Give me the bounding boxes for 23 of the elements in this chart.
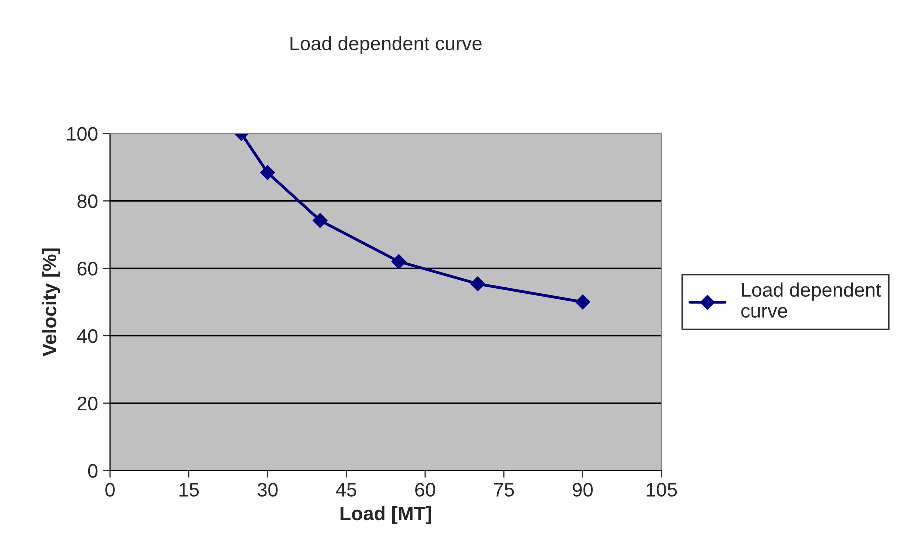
point [470,276,486,292]
x-tick-label: 105 [646,483,678,497]
point [312,213,328,228]
x-tick-label: 15 [180,483,200,497]
chart-title: Load dependent curve [290,36,482,54]
x-tick-label: 45 [336,483,357,497]
x-tick-label: 75 [494,483,514,497]
y-tick-label: 100 [68,127,98,141]
y-tick-label: 40 [77,329,98,344]
y-axis-title: Velocity [%] [42,248,60,357]
point [392,254,407,270]
x-tick-label: 30 [258,483,278,497]
x-axis-title: Load [MT] [340,506,432,524]
y-tick-label: 0 [88,464,98,478]
x-tick-label: 90 [573,483,593,497]
y-tick-label: 80 [78,194,98,208]
point [576,294,590,310]
y-tick-label: 20 [78,396,98,411]
legend-label: Load dependent curve [742,282,882,318]
y-tick-label: 60 [78,262,98,276]
point [260,165,276,180]
x-tick-label: 60 [416,483,436,497]
x-tick-label: 0 [106,483,115,497]
